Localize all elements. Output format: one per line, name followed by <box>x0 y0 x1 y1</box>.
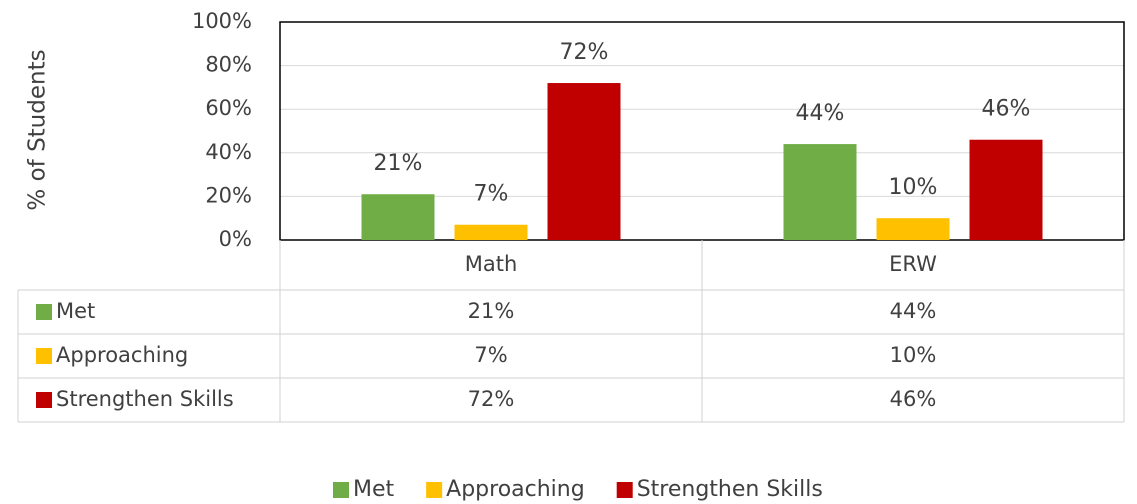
y-tick-label: 60% <box>205 96 252 120</box>
bar <box>547 83 621 240</box>
bar <box>783 144 857 240</box>
data-label: 46% <box>982 97 1031 122</box>
table-legend-key <box>36 348 52 364</box>
data-label: 10% <box>889 175 938 200</box>
table-cell: 44% <box>890 299 937 323</box>
y-tick-label: 100% <box>192 9 252 33</box>
data-label: 7% <box>474 182 509 207</box>
table-cell: 10% <box>890 343 937 367</box>
bar <box>361 194 435 240</box>
bar <box>876 218 950 240</box>
table-legend-key <box>36 392 52 408</box>
y-tick-label: 80% <box>205 53 252 77</box>
table-header: Math <box>465 252 518 276</box>
bar <box>969 139 1043 240</box>
legend-label: Approaching <box>446 477 585 502</box>
y-tick-label: 0% <box>219 227 252 251</box>
table-cell: 46% <box>890 387 937 411</box>
table-cell: 72% <box>468 387 515 411</box>
table-cell: 7% <box>474 343 507 367</box>
data-label: 44% <box>796 101 845 126</box>
legend-label: Met <box>353 477 395 502</box>
table-header: ERW <box>889 252 937 276</box>
data-label: 21% <box>374 151 423 176</box>
bar <box>454 224 528 240</box>
table-row-label: Strengthen Skills <box>56 387 234 411</box>
y-tick-label: 20% <box>205 183 252 207</box>
legend-key <box>616 482 633 498</box>
table-row-label: Approaching <box>56 343 188 367</box>
y-tick-label: 40% <box>205 140 252 164</box>
table-legend-key <box>36 304 52 320</box>
legend-label: Strengthen Skills <box>637 477 823 502</box>
data-label: 72% <box>560 40 609 65</box>
legend-key <box>426 482 443 498</box>
legend-key <box>333 482 349 498</box>
table-cell: 21% <box>468 299 515 323</box>
y-axis-title: % of Students <box>25 49 51 210</box>
table-row-label: Met <box>56 299 95 323</box>
